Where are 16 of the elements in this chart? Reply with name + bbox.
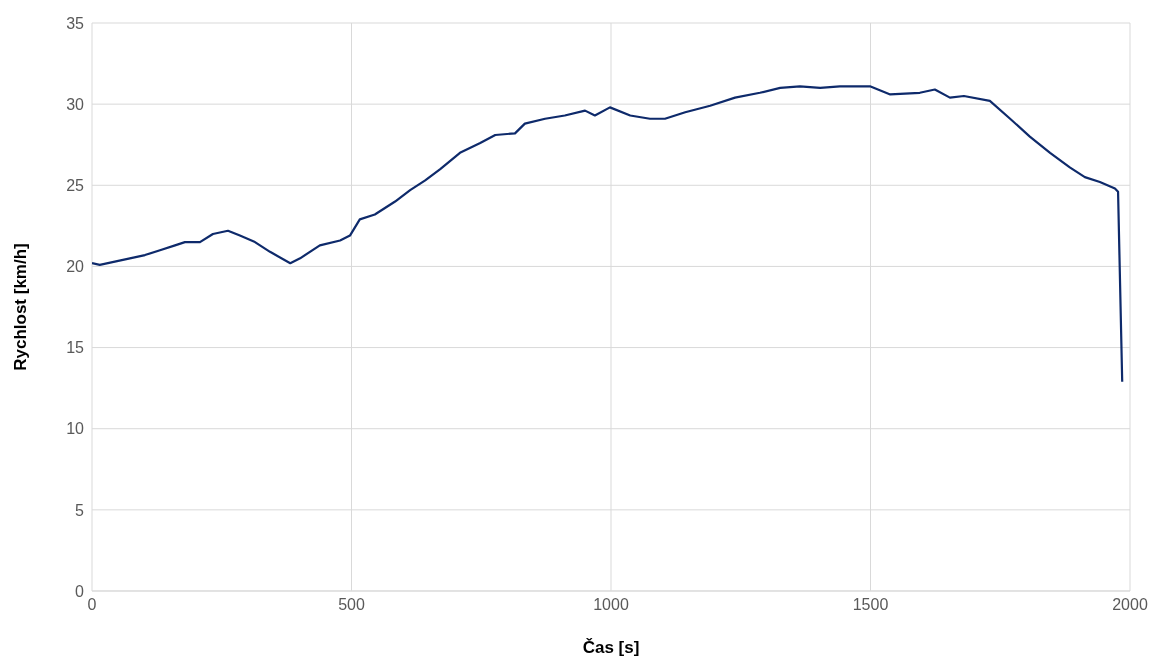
y-tick-label: 10 [66,420,85,438]
y-tick-label: 0 [75,582,85,600]
y-tick-label: 25 [66,176,85,194]
y-tick-label: 20 [66,258,85,276]
x-tick-label: 1000 [593,596,629,614]
x-tick-label: 500 [338,596,365,614]
y-tick-label: 30 [66,95,85,113]
x-tick-label: 0 [87,596,97,614]
x-tick-label: 2000 [1112,596,1148,614]
line-series [92,85,1124,383]
x-tick-label: 1500 [852,596,889,614]
x-axis-title: Čas [s] [582,638,640,657]
y-tick-label: 5 [75,501,85,519]
y-tick-label: 35 [66,14,85,32]
y-tick-label: 15 [66,339,85,357]
y-axis-title: Rychlost [km/h] [11,243,31,371]
